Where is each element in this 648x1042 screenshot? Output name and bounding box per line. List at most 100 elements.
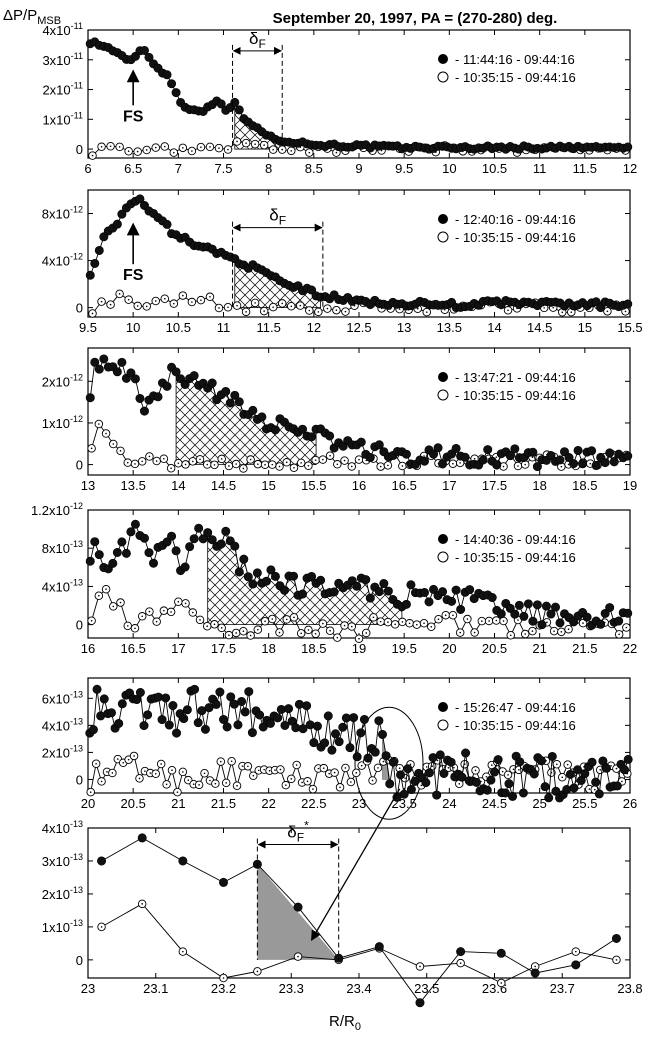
data-point-dot: [621, 780, 623, 783]
plot-frame: [87, 827, 631, 979]
x-tick-label: 11.5: [573, 161, 597, 176]
data-point-dot: [531, 630, 534, 632]
data-point: [234, 567, 244, 577]
data-point: [374, 942, 384, 952]
data-point-dot: [379, 620, 382, 623]
data-point-dot: [560, 631, 563, 633]
data-point: [207, 378, 217, 388]
data-point-dot: [213, 464, 216, 466]
data-point-dot: [242, 630, 245, 633]
data-point: [381, 751, 391, 761]
data-point-dot: [502, 465, 505, 468]
data-point: [243, 572, 253, 582]
x-tick-label: 24: [442, 796, 456, 811]
data-point-dot: [425, 311, 428, 313]
data-point-dot: [336, 636, 339, 639]
data-point-dot: [444, 308, 446, 311]
data-point: [500, 788, 510, 798]
data-point-dot: [249, 634, 252, 637]
data-point: [573, 445, 583, 455]
x-tick-label: 12: [623, 161, 637, 176]
data-point: [185, 542, 195, 552]
data-point-dot: [436, 759, 439, 762]
data-point-dot: [127, 150, 130, 153]
data-point-dot: [184, 602, 187, 605]
data-point-dot: [155, 620, 158, 623]
data-point-dot: [111, 772, 114, 774]
data-point: [571, 960, 581, 970]
data-point-dot: [145, 305, 148, 308]
data-point: [312, 721, 322, 731]
x-tick-label: 21.5: [211, 796, 236, 811]
data-point-dot: [458, 782, 461, 785]
figure-title: September 20, 1997, PA = (270-280) deg.: [273, 10, 558, 27]
data-point-dot: [247, 765, 249, 768]
data-point-dot: [145, 149, 148, 151]
x-tick-label: 10: [126, 320, 140, 335]
data-point-dot: [561, 311, 564, 314]
data-point-dot: [98, 423, 100, 425]
data-point: [307, 571, 317, 581]
data-point: [298, 724, 308, 734]
x-tick-label: 18.5: [572, 478, 597, 493]
data-point-dot: [236, 304, 238, 307]
data-point: [587, 757, 597, 767]
data-point-dot: [301, 781, 303, 784]
x-tick-label: 19.5: [392, 641, 417, 656]
data-point: [225, 398, 235, 408]
data-point-dot: [398, 767, 401, 770]
data-point: [456, 604, 466, 614]
panel-6: 23 23.1 23.2 23.3 23.4 23.5 23.6 23.7 23.801x10-…: [42, 818, 643, 1008]
data-point-dot: [228, 465, 230, 467]
data-point-dot: [100, 926, 103, 928]
data-point: [429, 449, 439, 459]
data-point: [112, 219, 122, 229]
data-point: [162, 381, 172, 391]
data-point: [85, 270, 95, 280]
data-point-dot: [285, 618, 288, 621]
data-point: [510, 609, 520, 619]
x-tick-label: 7.5: [214, 161, 232, 176]
x-tick-label: 16.5: [121, 641, 146, 656]
data-point-dot: [245, 311, 247, 313]
y-tick-label: 0: [76, 142, 83, 157]
data-point: [94, 364, 104, 374]
data-point: [198, 534, 208, 544]
data-point-dot: [556, 763, 558, 766]
data-point-dot: [322, 622, 324, 625]
data-point-dot: [256, 970, 259, 973]
x-tick-label: 17.5: [482, 478, 507, 493]
data-point-dot: [401, 465, 404, 467]
data-point-dot: [567, 628, 570, 631]
data-point-dot: [227, 148, 229, 151]
y-tick-label: 0: [76, 301, 83, 316]
data-point: [530, 968, 540, 978]
data-point-dot: [206, 463, 209, 466]
data-point-dot: [566, 763, 569, 766]
x-tick-label: 16: [352, 478, 366, 493]
data-point-dot: [141, 903, 143, 905]
data-point: [167, 79, 177, 89]
data-point: [325, 431, 335, 441]
data-point-dot: [236, 784, 238, 787]
data-point: [117, 537, 127, 547]
data-point: [547, 751, 557, 761]
legend-marker: [438, 702, 448, 712]
data-point-dot: [314, 459, 317, 461]
data-point-dot: [278, 465, 281, 468]
data-point-dot: [220, 458, 223, 460]
data-point: [401, 599, 411, 609]
data-point: [377, 729, 387, 739]
y-tick-label: 4x10-13: [42, 716, 83, 733]
data-point: [446, 757, 456, 767]
x-tick-label: 17.5: [211, 641, 236, 656]
data-point-dot: [134, 463, 136, 465]
data-point-dot: [257, 628, 259, 631]
data-point: [219, 714, 229, 724]
fs-label: FS: [123, 267, 144, 284]
data-point: [302, 701, 312, 711]
data-point-dot: [127, 298, 130, 301]
data-point: [432, 790, 442, 800]
data-point: [226, 692, 236, 702]
data-point: [528, 447, 538, 457]
